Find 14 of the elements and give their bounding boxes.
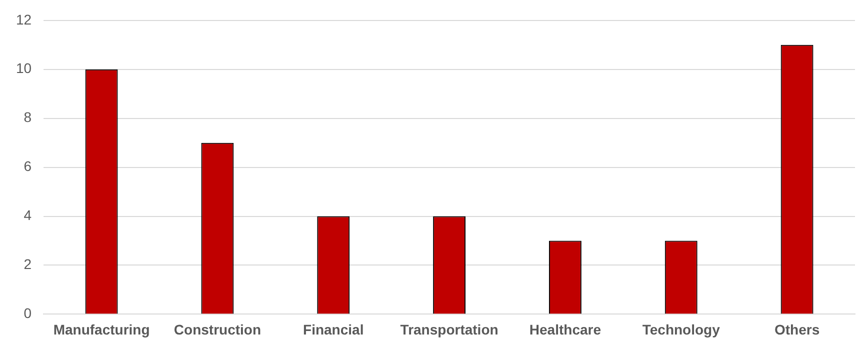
x-tick-label: Manufacturing: [53, 321, 150, 338]
x-tick-label: Technology: [642, 321, 720, 338]
x-tick-label: Construction: [174, 321, 262, 338]
y-tick-label: 4: [24, 207, 32, 224]
x-tick-label: Transportation: [400, 321, 498, 338]
y-tick-label: 2: [24, 256, 32, 272]
y-tick-label: 6: [24, 158, 32, 174]
y-tick-label: 12: [16, 11, 32, 28]
x-tick-label: Financial: [303, 321, 364, 338]
x-tick-label: Others: [774, 321, 820, 338]
x-tick-label: Healthcare: [529, 321, 602, 338]
y-tick-label: 10: [16, 60, 32, 76]
y-tick-label: 8: [24, 109, 32, 126]
y-tick-label: 0: [24, 305, 32, 322]
